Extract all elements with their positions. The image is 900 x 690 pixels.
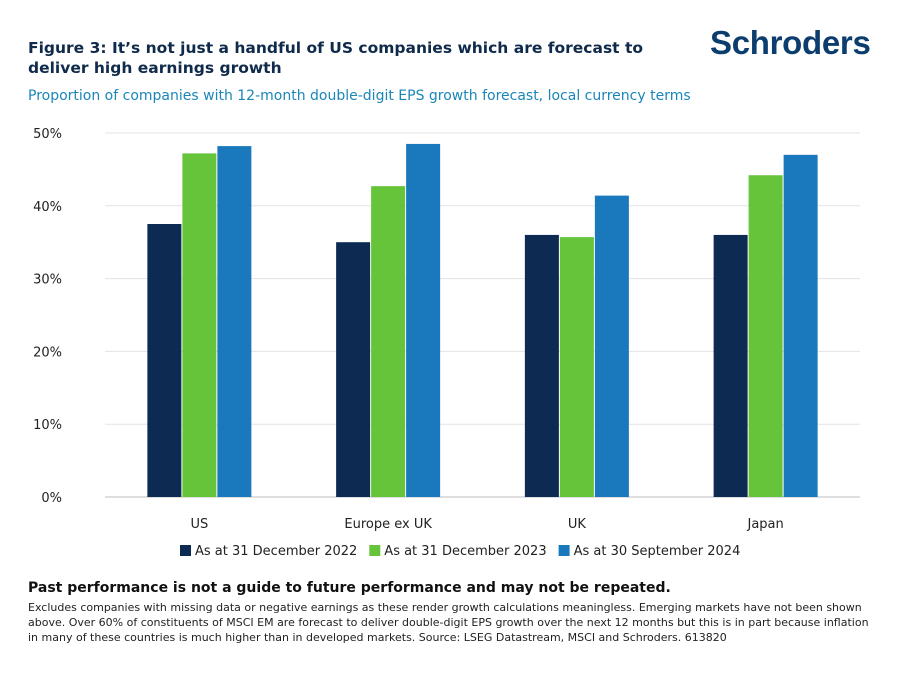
legend-swatch	[369, 545, 381, 556]
y-tick-label: 10%	[33, 418, 62, 433]
source-note: Excludes companies with missing data or …	[28, 601, 869, 644]
bar	[524, 234, 559, 498]
bar-chart: 0% 10% 20% 30% 40% 50% US Europe ex UK UK Japan As…	[33, 127, 860, 559]
chart-subtitle: Proportion of companies with 12-month do…	[28, 88, 691, 104]
x-tick-label: UK	[568, 517, 587, 532]
chart-title: Figure 3: It’s not just a handful of US …	[28, 39, 644, 77]
x-tick-label: US	[190, 517, 208, 532]
bar	[371, 186, 406, 498]
y-tick-label: 20%	[33, 345, 62, 360]
x-tick-label: Europe ex UK	[344, 517, 432, 532]
schroders-logo: Schroders	[710, 24, 871, 61]
y-tick-label: 0%	[41, 491, 62, 506]
legend-label: As at 30 September 2024	[574, 544, 741, 559]
y-tick-label: 40%	[33, 200, 62, 215]
disclaimer: Past performance is not a guide to futur…	[28, 580, 671, 596]
y-tick-label: 50%	[33, 127, 62, 142]
bar	[783, 154, 818, 497]
bar	[406, 143, 441, 498]
bar	[147, 224, 182, 497]
bar	[182, 153, 217, 497]
bar	[748, 175, 783, 497]
bar	[713, 234, 748, 498]
bar	[336, 242, 371, 497]
legend-label: As at 31 December 2023	[384, 544, 546, 559]
y-tick-label: 30%	[33, 273, 62, 288]
bar	[217, 146, 252, 497]
legend-swatch	[180, 545, 191, 556]
x-tick-label: Japan	[746, 517, 783, 532]
legend-swatch	[558, 545, 570, 556]
bar	[594, 195, 629, 497]
bar	[559, 237, 594, 497]
legend-label: As at 31 December 2022	[195, 544, 357, 559]
